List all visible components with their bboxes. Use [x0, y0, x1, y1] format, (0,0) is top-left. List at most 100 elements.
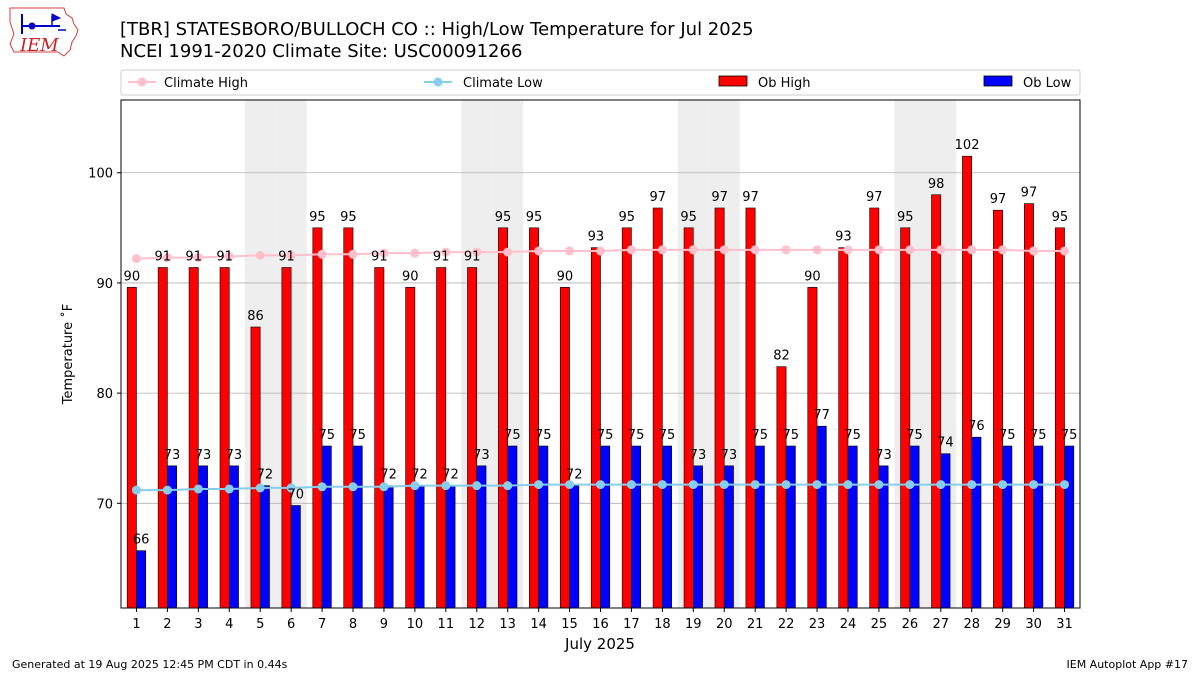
- x-tick-label-21: 21: [747, 617, 764, 632]
- legend: Climate High Climate Low Ob High Ob Low: [120, 69, 1081, 96]
- iem-logo: IEM: [9, 7, 79, 57]
- ob-high-bar-day-6: [281, 267, 292, 609]
- climate-low-point-day-11: [441, 481, 451, 491]
- climate-low-point-day-14: [534, 480, 544, 490]
- climate-high-point-day-13: [503, 247, 513, 257]
- x-tick-label-7: 7: [318, 617, 326, 632]
- climate-high-point-day-27: [936, 245, 946, 255]
- climate-low-point-day-29: [998, 480, 1008, 490]
- ob-low-bar-day-30: [1033, 445, 1044, 609]
- ob-low-label-day-2: 73: [164, 448, 181, 463]
- x-tick-label-22: 22: [778, 617, 795, 632]
- climate-high-point-day-19: [688, 245, 698, 255]
- ob-low-bar-day-22: [785, 445, 796, 609]
- climate-low-point-day-22: [781, 480, 791, 490]
- ob-high-bar-day-18: [652, 207, 663, 609]
- ob-low-label-day-5: 72: [257, 468, 274, 483]
- climate-high-point-day-15: [565, 246, 575, 256]
- ob-low-bar-day-29: [1002, 445, 1013, 609]
- ob-high-bar-day-28: [962, 155, 973, 609]
- ob-low-bar-day-16: [600, 445, 611, 609]
- y-tick-label-70: 70: [96, 497, 113, 512]
- climate-low-point-day-23: [812, 480, 822, 490]
- climate-high-point-day-16: [596, 246, 605, 256]
- climate-high-point-day-29: [998, 245, 1008, 255]
- ob-high-bar-day-11: [436, 267, 447, 609]
- climate-low-point-day-21: [750, 480, 760, 490]
- x-tick-label-24: 24: [840, 617, 857, 632]
- legend-climate-low-marker: [433, 77, 443, 87]
- ob-low-bar-day-10: [414, 485, 425, 609]
- ob-low-bar-day-14: [538, 445, 549, 609]
- x-tick-label-6: 6: [287, 617, 295, 632]
- ob-low-bar-day-31: [1064, 445, 1075, 609]
- ob-low-bar-day-11: [445, 485, 456, 609]
- ob-low-bar-day-21: [754, 445, 765, 609]
- ob-low-bar-day-1: [136, 550, 147, 609]
- ob-low-bar-day-7: [321, 445, 332, 609]
- ob-low-label-day-15: 72: [566, 468, 583, 483]
- x-tick-label-28: 28: [963, 617, 980, 632]
- climate-high-point-day-18: [657, 245, 667, 255]
- climate-low-point-day-27: [936, 480, 946, 490]
- ob-high-label-day-8: 95: [340, 210, 357, 225]
- ob-low-label-day-22: 75: [782, 428, 799, 443]
- ob-low-label-day-9: 72: [380, 468, 397, 483]
- climate-high-point-day-11: [441, 247, 451, 257]
- ob-low-label-day-29: 75: [999, 428, 1016, 443]
- ob-low-bar-day-23: [816, 425, 827, 609]
- footer-generated-text: Generated at 19 Aug 2025 12:45 PM CDT in…: [12, 658, 288, 671]
- y-tick-label-80: 80: [96, 387, 113, 402]
- ob-high-label-day-1: 90: [124, 269, 141, 284]
- ob-high-bar-day-20: [714, 207, 725, 609]
- climate-low-point-day-6: [286, 483, 296, 493]
- ob-high-label-day-14: 95: [526, 210, 543, 225]
- climate-low-point-day-31: [1060, 480, 1070, 490]
- ob-low-bar-day-8: [352, 445, 363, 609]
- x-tick-label-18: 18: [654, 617, 671, 632]
- legend-ob-high-label: Ob High: [758, 76, 811, 91]
- legend-ob-low-swatch: [983, 75, 1013, 87]
- ob-high-label-day-18: 97: [649, 190, 666, 205]
- climate-low-point-day-10: [410, 481, 420, 491]
- ob-high-label-day-28: 102: [955, 138, 980, 153]
- ob-high-label-day-21: 97: [742, 190, 759, 205]
- chart-title: [TBR] STATESBORO/BULLOCH CO :: High/Low …: [120, 19, 754, 40]
- x-tick-label-3: 3: [194, 617, 202, 632]
- climate-low-point-day-2: [162, 485, 172, 495]
- ob-low-label-day-18: 75: [659, 428, 676, 443]
- x-tick-label-23: 23: [809, 617, 826, 632]
- ob-high-label-day-2: 91: [154, 249, 171, 264]
- ob-low-bar-day-27: [940, 453, 951, 609]
- climate-high-point-day-12: [472, 247, 482, 257]
- ob-high-bar-day-29: [993, 209, 1003, 609]
- climate-high-point-day-30: [1029, 246, 1039, 256]
- ob-low-label-day-7: 75: [318, 428, 335, 443]
- climate-low-point-day-8: [348, 482, 358, 492]
- ob-low-label-day-6: 70: [288, 488, 305, 503]
- climate-high-point-day-26: [905, 245, 915, 255]
- ob-low-label-day-14: 75: [535, 428, 552, 443]
- ob-high-label-day-9: 91: [371, 249, 388, 264]
- ob-low-bar-day-6: [290, 505, 301, 609]
- ob-high-label-day-26: 95: [897, 210, 914, 225]
- ob-low-bar-day-26: [909, 445, 920, 609]
- x-tick-label-26: 26: [902, 617, 919, 632]
- ob-high-bar-day-17: [621, 227, 632, 609]
- climate-low-point-day-25: [874, 480, 884, 490]
- climate-high-point-day-23: [812, 245, 822, 255]
- ob-low-label-day-16: 75: [597, 428, 614, 443]
- x-tick-label-30: 30: [1025, 617, 1042, 632]
- x-tick-label-14: 14: [530, 617, 547, 632]
- x-tick-label-2: 2: [163, 617, 171, 632]
- ob-high-bar-day-7: [312, 227, 323, 609]
- ob-low-label-day-30: 75: [1030, 428, 1047, 443]
- x-tick-label-15: 15: [561, 617, 578, 632]
- climate-low-point-day-15: [565, 480, 575, 490]
- ob-high-bar-day-25: [869, 207, 880, 609]
- ob-high-bar-day-19: [683, 227, 694, 609]
- ob-low-label-day-27: 74: [937, 436, 954, 451]
- ob-high-bar-day-1: [126, 287, 137, 609]
- ob-low-label-day-12: 73: [473, 448, 490, 463]
